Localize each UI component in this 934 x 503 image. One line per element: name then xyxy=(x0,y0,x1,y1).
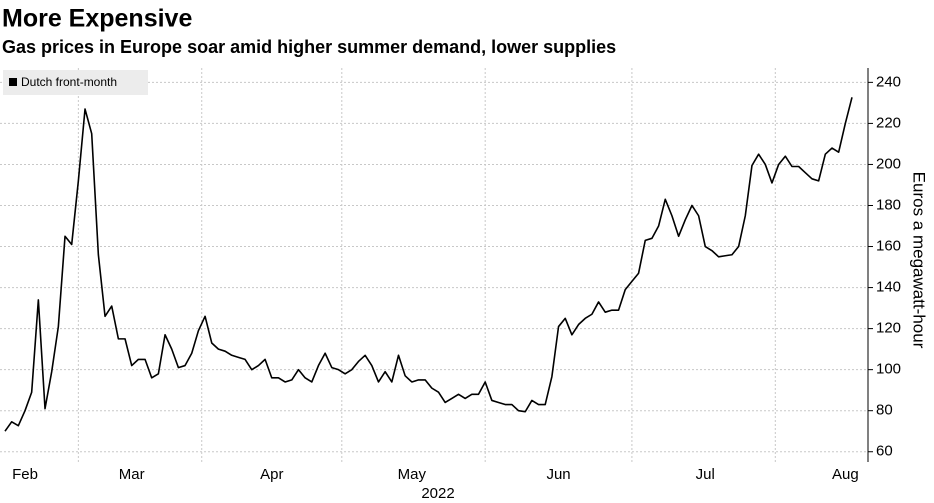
legend-label: Dutch front-month xyxy=(21,75,117,89)
y-axis-label: Euros a megawatt-hour xyxy=(910,172,929,349)
chart-subtitle: Gas prices in Europe soar amid higher su… xyxy=(2,37,616,57)
legend-swatch xyxy=(9,78,17,86)
y-tick-label: 180 xyxy=(876,196,901,213)
chart-title: More Expensive xyxy=(2,5,192,33)
y-tick-label: 200 xyxy=(876,155,901,172)
x-tick-label: Mar xyxy=(119,466,145,483)
y-tick-label: 60 xyxy=(876,443,893,460)
x-tick-label: Feb xyxy=(12,466,38,483)
legend-box xyxy=(3,70,148,95)
x-tick-label: May xyxy=(398,466,427,483)
y-tick-label: 80 xyxy=(876,402,893,419)
x-tick-label: Jul xyxy=(696,466,715,483)
data-line xyxy=(4,97,853,432)
y-tick-label: 100 xyxy=(876,361,901,378)
x-tick-label: Jun xyxy=(546,466,570,483)
x-tick-label: Apr xyxy=(260,466,283,483)
y-tick-label: 220 xyxy=(876,114,901,131)
x-tick-label: Aug xyxy=(832,466,859,483)
y-tick-label: 240 xyxy=(876,73,901,90)
y-tick-label: 160 xyxy=(876,238,901,255)
y-tick-label: 140 xyxy=(876,279,901,296)
x-axis-label: 2022 xyxy=(421,485,454,502)
y-tick-label: 120 xyxy=(876,320,901,337)
